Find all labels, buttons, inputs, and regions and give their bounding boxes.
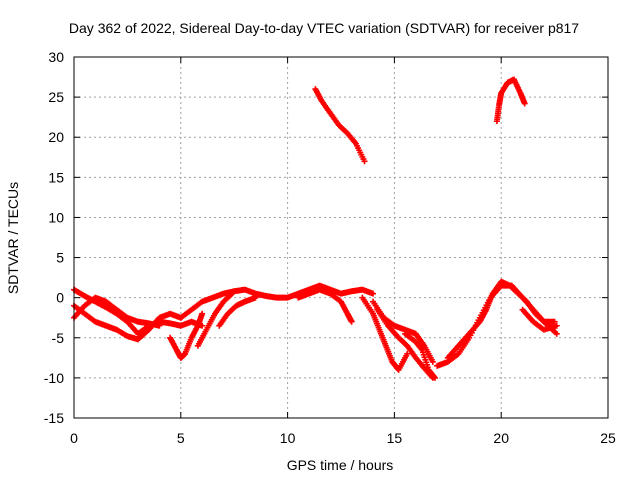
data-point: [431, 373, 438, 380]
data-point: [229, 290, 236, 297]
y-tick-label: -5: [52, 330, 65, 346]
data-marks: [71, 76, 560, 381]
series-track-2: [71, 302, 184, 343]
x-tick-label: 10: [280, 430, 296, 446]
data-point: [553, 330, 560, 337]
series-track-9: [312, 86, 368, 165]
data-point: [252, 294, 259, 301]
y-tick-label: 30: [48, 49, 64, 65]
series-track-6: [194, 290, 236, 349]
y-axis-label: SDTVAR / TECUs: [5, 182, 21, 294]
x-tick-label: 20: [493, 430, 509, 446]
data-point: [361, 158, 368, 165]
series-track-8: [295, 286, 355, 325]
plot-frame: [73, 56, 609, 419]
data-point: [199, 310, 206, 317]
axis-ticks: 0 5 10 15 20 25 -15 -10 -5 0 5 10 15 20 25 30: [44, 49, 616, 446]
data-point: [521, 100, 528, 107]
grid: [74, 57, 608, 418]
series-track-1: [71, 286, 206, 337]
data-point: [431, 374, 438, 381]
series-track-17: [493, 76, 528, 125]
series-track-11: [370, 298, 436, 365]
series-track-10: [359, 294, 411, 373]
y-tick-label: 25: [48, 89, 64, 105]
data-point: [418, 345, 425, 352]
series-track-3: [71, 294, 163, 329]
x-axis-label: GPS time / hours: [287, 457, 394, 473]
data-point: [156, 322, 163, 329]
data-point: [370, 290, 377, 297]
series-track-5: [177, 282, 377, 321]
y-tick-label: 15: [48, 169, 64, 185]
y-tick-label: -10: [44, 370, 64, 386]
chart-title: Day 362 of 2022, Sidereal Day-to-day VTE…: [69, 20, 579, 36]
data-point: [348, 318, 355, 325]
x-tick-label: 5: [177, 430, 185, 446]
y-tick-label: 5: [56, 250, 64, 266]
series-track-16: [519, 306, 560, 333]
x-tick-label: 25: [600, 430, 616, 446]
y-tick-label: 20: [48, 129, 64, 145]
data-point: [553, 322, 560, 329]
series-track-4: [167, 310, 206, 361]
data-point: [227, 291, 234, 298]
data-point: [404, 350, 411, 357]
data-point: [429, 358, 436, 365]
series-track-13: [402, 330, 438, 381]
x-tick-label: 15: [387, 430, 403, 446]
y-tick-label: 0: [56, 290, 64, 306]
series-track-7: [216, 294, 259, 329]
y-tick-label: 10: [48, 209, 64, 225]
y-tick-label: -15: [44, 410, 64, 426]
x-tick-label: 0: [70, 430, 78, 446]
